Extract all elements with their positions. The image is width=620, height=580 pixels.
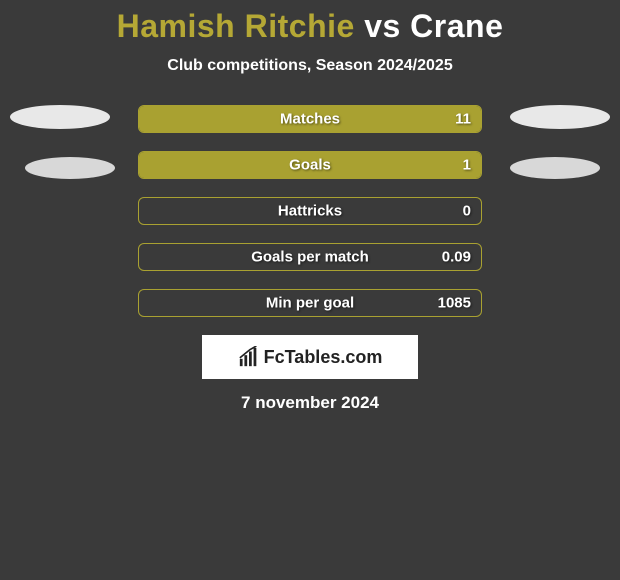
title-player2: Crane: [410, 8, 503, 44]
stat-bars: Matches 11 Goals 1 Hattricks 0 Goals per match…: [138, 105, 482, 317]
bar-chart-icon: [238, 346, 260, 368]
photo-placeholder-left-top: [10, 105, 110, 129]
title-vs: vs: [355, 8, 410, 44]
date-text: 7 november 2024: [0, 393, 620, 413]
logo-text: FcTables.com: [264, 347, 383, 368]
page-title: Hamish Ritchie vs Crane: [0, 8, 620, 45]
stat-bar-label: Goals per match: [251, 249, 369, 266]
photo-placeholder-left-bottom: [25, 157, 115, 179]
stat-bar-value: 0: [463, 203, 471, 220]
subtitle: Club competitions, Season 2024/2025: [0, 57, 620, 75]
stat-bar-label: Min per goal: [266, 295, 354, 312]
stat-bar-hattricks: Hattricks 0: [138, 197, 482, 225]
stat-bar-label: Matches: [280, 111, 340, 128]
comparison-infographic: Hamish Ritchie vs Crane Club competition…: [0, 0, 620, 413]
photo-placeholder-right-top: [510, 105, 610, 129]
stat-bar-goals: Goals 1: [138, 151, 482, 179]
stat-bar-goals-per-match: Goals per match 0.09: [138, 243, 482, 271]
stat-bar-min-per-goal: Min per goal 1085: [138, 289, 482, 317]
stat-bar-matches: Matches 11: [138, 105, 482, 133]
stat-bar-value: 1: [463, 157, 471, 174]
stats-area: Matches 11 Goals 1 Hattricks 0 Goals per match…: [0, 105, 620, 317]
logo: FcTables.com: [238, 346, 383, 368]
stat-bar-label: Goals: [289, 157, 331, 174]
photo-placeholder-right-bottom: [510, 157, 600, 179]
stat-bar-label: Hattricks: [278, 203, 342, 220]
stat-bar-value: 1085: [438, 295, 471, 312]
stat-bar-value: 0.09: [442, 249, 471, 266]
stat-bar-value: 11: [455, 111, 471, 128]
title-player1: Hamish Ritchie: [117, 8, 355, 44]
logo-box: FcTables.com: [202, 335, 418, 379]
